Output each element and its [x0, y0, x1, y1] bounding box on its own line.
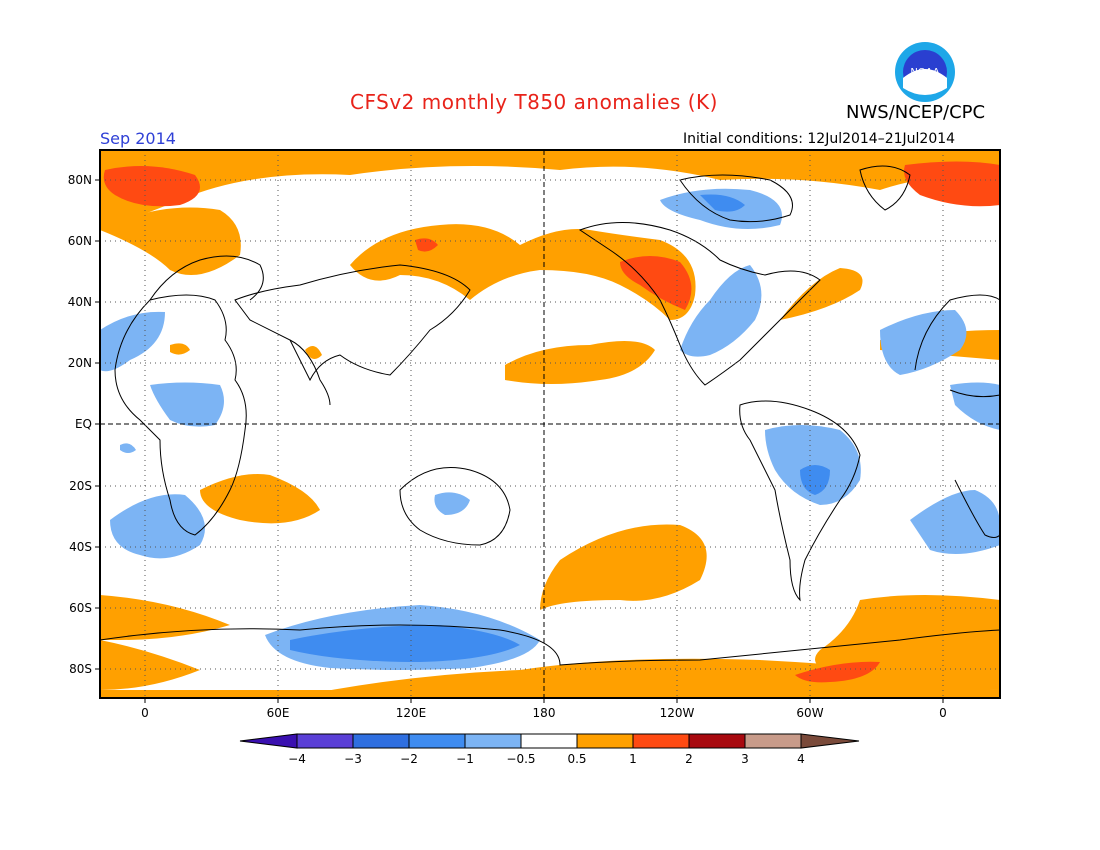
lat-label: 60S	[69, 601, 92, 615]
lat-label: 60N	[68, 234, 92, 248]
colorbar-arrow-left	[239, 733, 298, 749]
lat-label: 20N	[68, 356, 92, 370]
lat-label: 80N	[68, 173, 92, 187]
initial-conditions: Initial conditions: 12Jul2014–21Jul2014	[683, 131, 956, 147]
colorbar-label: 3	[741, 752, 749, 766]
colorbar-label: −0.5	[506, 752, 535, 766]
noaa-logo: NOAA	[893, 40, 957, 104]
lat-ticks	[95, 179, 100, 670]
colorbar-segment	[464, 733, 522, 749]
colorbar-label: 4	[797, 752, 805, 766]
equator-dateline	[100, 150, 1000, 698]
lat-label: 40N	[68, 295, 92, 309]
colorbar-label: −2	[400, 752, 418, 766]
lon-label: 60E	[267, 706, 290, 720]
colorbar-segment	[408, 733, 466, 749]
colorbar	[239, 733, 860, 749]
lon-label: 60W	[796, 706, 823, 720]
colorbar-label: −1	[456, 752, 474, 766]
agency-label: NWS/NCEP/CPC	[846, 102, 986, 123]
logo-text: NOAA	[910, 67, 939, 78]
continent-outlines	[99, 165, 1001, 666]
colorbar-segment	[688, 733, 746, 749]
colorbar-label: 1	[629, 752, 637, 766]
colorbar-segment	[520, 733, 578, 749]
lon-label: 120W	[660, 706, 695, 720]
colorbar-segment	[632, 733, 690, 749]
strong-cool-anomalies	[290, 194, 830, 662]
colorbar-label: 2	[685, 752, 693, 766]
lat-labels: 80N 60N 40N 20N EQ 20S 40S 60S 80S	[68, 173, 92, 676]
lat-label: 20S	[69, 479, 92, 493]
colorbar-segment	[744, 733, 802, 749]
lat-label: 80S	[69, 662, 92, 676]
lon-labels: 0 60E 120E 180 120W 60W 0	[141, 706, 947, 720]
chart-title: CFSv2 monthly T850 anomalies (K)	[350, 90, 718, 114]
lon-label: 0	[141, 706, 149, 720]
colorbar-label: 0.5	[567, 752, 586, 766]
month-label: Sep 2014	[100, 129, 176, 148]
strong-warm-anomalies	[103, 161, 1000, 683]
colorbar-label: −4	[288, 752, 306, 766]
colorbar-segment	[352, 733, 410, 749]
colorbar-segment	[576, 733, 634, 749]
lon-label: 120E	[396, 706, 427, 720]
colorbar-segment	[296, 733, 354, 749]
lat-label: 40S	[69, 540, 92, 554]
lat-label: EQ	[75, 417, 92, 431]
lon-label: 0	[939, 706, 947, 720]
lon-ticks	[144, 698, 944, 703]
grid-lines	[100, 150, 1000, 698]
colorbar-label: −3	[344, 752, 362, 766]
lon-label: 180	[533, 706, 556, 720]
colorbar-arrow-right	[800, 733, 860, 749]
colorbar-labels: −4 −3 −2 −1 −0.5 0.5 1 2 3 4	[288, 752, 805, 766]
